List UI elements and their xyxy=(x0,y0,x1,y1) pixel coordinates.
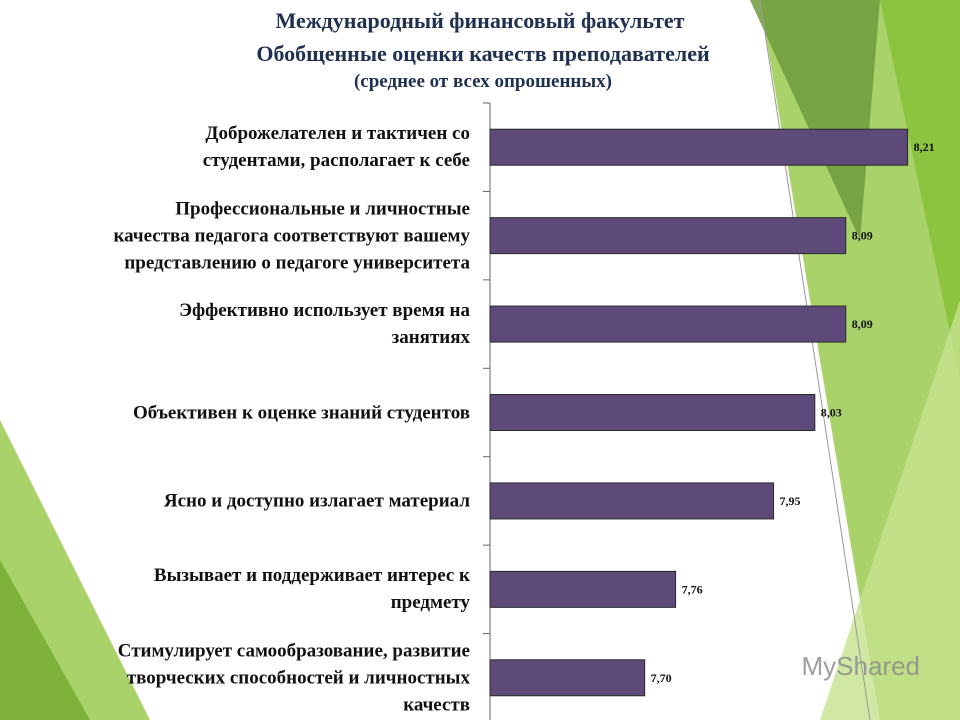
deco xyxy=(759,0,871,720)
title: Международный финансовый факультет xyxy=(275,8,685,33)
bar xyxy=(489,128,909,166)
deco xyxy=(880,0,960,380)
bar xyxy=(489,394,816,431)
category-label: Эффективно использует время на занятиях xyxy=(179,300,470,349)
value-label: 7,76 xyxy=(682,582,703,596)
bar xyxy=(489,659,646,697)
category-label: Объективен к оценке знаний студентов xyxy=(133,402,470,423)
watermark: MyShared xyxy=(802,651,921,681)
value-label: 7,95 xyxy=(780,494,801,508)
bar xyxy=(489,217,847,255)
category-label: Стимулирует самообразование, развитие тв… xyxy=(117,640,470,716)
value-label: 7,70 xyxy=(651,671,672,685)
deco xyxy=(820,300,960,720)
bar xyxy=(489,305,847,343)
category-label: Ясно и доступно излагает материал xyxy=(163,490,470,512)
category-label: Вызывает и поддерживает интерес к предме… xyxy=(153,565,470,614)
bar xyxy=(489,482,775,520)
value-label: 8,03 xyxy=(821,406,842,420)
value-label: 8,21 xyxy=(914,140,935,154)
deco xyxy=(0,560,90,720)
value-label: 8,09 xyxy=(852,229,873,243)
value-label: 8,09 xyxy=(852,317,873,331)
deco xyxy=(750,0,880,240)
category-label: Доброжелателен и тактичен со студентами,… xyxy=(202,123,470,172)
subtitle: Обобщенные оценки качеств преподавателей xyxy=(256,41,710,66)
bar xyxy=(489,570,677,608)
category-label: Профессиональные и личностные качества п… xyxy=(113,198,470,274)
note: (среднее от всех опрошенных) xyxy=(353,71,613,92)
